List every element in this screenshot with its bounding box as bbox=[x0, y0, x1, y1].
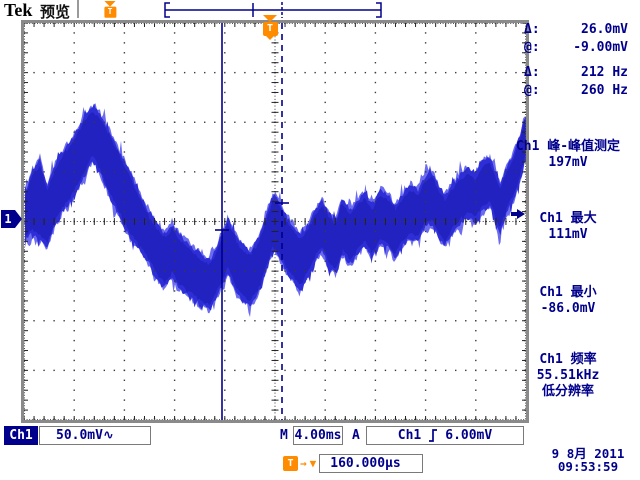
arrow-down-icon: ▼ bbox=[309, 457, 317, 470]
at-frequency-row: @: 260 Hz bbox=[524, 82, 628, 100]
rising-edge-icon bbox=[429, 429, 438, 442]
delta-frequency-value: 212 Hz bbox=[581, 65, 628, 80]
trigger-arrow-down-icon bbox=[104, 1, 116, 7]
ch1-scale-value: 50.0mV bbox=[56, 428, 103, 443]
ch1-label-badge: Ch1 bbox=[4, 426, 38, 445]
channel-1-marker-tip bbox=[15, 210, 22, 228]
ac-coupling-icon: ∿ bbox=[102, 428, 114, 443]
tek-logo: Tek bbox=[4, 0, 33, 20]
meas-peak-to-peak: Ch1 峰-峰值测定 197mV bbox=[496, 139, 640, 171]
trigger-source: Ch1 bbox=[397, 428, 422, 443]
timebase-readout: 4.00ms bbox=[293, 426, 343, 445]
acquisition-mode-label: 预览 bbox=[40, 3, 71, 21]
trigger-type-label: A bbox=[352, 428, 360, 443]
meas-frequency: Ch1 频率 55.51kHz 低分辨率 bbox=[496, 352, 640, 400]
time-value: 09:53:59 bbox=[557, 459, 619, 474]
trigger-arrow-down-icon bbox=[263, 15, 277, 22]
meas-value: 197mV bbox=[548, 155, 588, 170]
ch1-scale-readout: 50.0mV∿ bbox=[39, 426, 151, 445]
meas-title: Ch1 最大 bbox=[539, 211, 597, 226]
graticule bbox=[24, 23, 526, 420]
delta-label: Δ: bbox=[524, 22, 540, 37]
trigger-level-value: 6.00mV bbox=[445, 428, 493, 443]
arrow-right-icon: → bbox=[300, 457, 307, 470]
delta-frequency-row: Δ: 212 Hz bbox=[524, 64, 628, 82]
meas-value: 111mV bbox=[548, 227, 588, 242]
meas-note: 低分辨率 bbox=[541, 384, 594, 399]
record-bar-trigger-icon: T bbox=[104, 1, 117, 22]
trigger-t-icon: T bbox=[104, 6, 116, 18]
date-value: 9 8月 2011 bbox=[551, 446, 625, 461]
delay-time-value: 160.000µs bbox=[319, 454, 424, 473]
record-view-bar bbox=[164, 2, 382, 18]
delta-label: Δ: bbox=[524, 65, 540, 80]
datetime-readout: 9 8月 2011 09:53:59 bbox=[538, 447, 638, 473]
header-divider bbox=[77, 0, 79, 18]
horizontal-delay-readout: T → ▼ 160.000µs bbox=[283, 454, 424, 473]
cursor-overlay bbox=[215, 23, 525, 420]
meas-max: Ch1 最大 111mV bbox=[496, 211, 640, 243]
meas-title: Ch1 最小 bbox=[539, 285, 597, 300]
at-label: @: bbox=[524, 40, 540, 55]
meas-min: Ch1 最小 -86.0mV bbox=[496, 285, 640, 317]
meas-value: 55.51kHz bbox=[536, 368, 600, 383]
cursor-readout: Δ: 26.0mV @: -9.00mV Δ: 212 Hz @: 260 Hz bbox=[524, 21, 628, 100]
trigger-position-flag: T bbox=[262, 15, 278, 41]
meas-title: Ch1 峰-峰值测定 bbox=[515, 139, 621, 154]
trigger-readout: Ch1 6.00mV bbox=[366, 426, 524, 445]
at-label: @: bbox=[524, 83, 540, 98]
meas-value: -86.0mV bbox=[540, 301, 596, 316]
trigger-flag-tip bbox=[266, 36, 274, 40]
at-voltage-row: @: -9.00mV bbox=[524, 39, 628, 57]
delta-voltage-row: Δ: 26.0mV bbox=[524, 21, 628, 39]
at-voltage-value: -9.00mV bbox=[573, 40, 628, 55]
channel-1-label: 1 bbox=[1, 210, 15, 228]
delta-voltage-value: 26.0mV bbox=[581, 22, 628, 37]
timebase-label: M bbox=[280, 428, 288, 443]
scope-screen: T bbox=[21, 15, 529, 423]
at-frequency-value: 260 Hz bbox=[581, 83, 628, 98]
meas-title: Ch1 频率 bbox=[539, 352, 597, 367]
trigger-t-icon: T bbox=[283, 456, 298, 471]
trigger-t-icon: T bbox=[262, 22, 278, 36]
